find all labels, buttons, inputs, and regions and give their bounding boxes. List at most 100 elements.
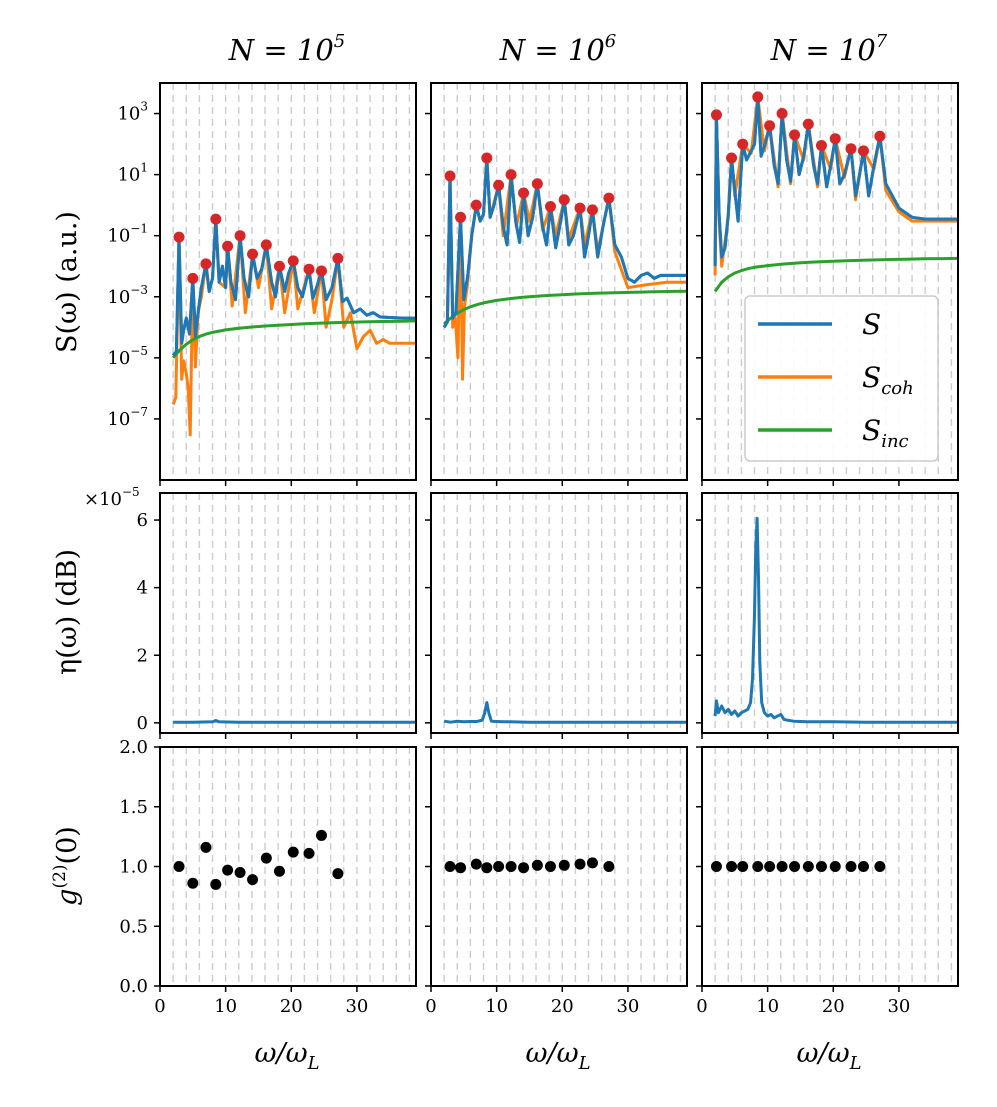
g2-point [531,859,543,871]
series-line-s-inc [171,319,417,359]
eta-panel-n1e7 [696,492,959,739]
peak-marker [726,152,738,164]
y-tick-label: 1.0 [119,857,148,878]
x-tick-label: 30 [887,996,910,1017]
peak-marker [303,263,315,275]
series-line-s [713,95,958,267]
series-line-s-inc [443,289,688,325]
xlabel-col2: ω/ωL [525,1038,590,1074]
y-tick-label: 1.5 [119,797,148,818]
peak-marker [558,194,570,206]
x-tick-label: 20 [822,996,845,1017]
peak-marker [200,258,212,270]
peak-marker [505,169,517,181]
xlabel-col3: ω/ωL [796,1038,861,1074]
peak-marker [234,230,246,242]
series-line-s-coh [713,95,958,276]
g2-panel-n1e7: 0 10 20 30 [696,746,959,1017]
column-title-n1e5: N = 105 [228,31,345,67]
peak-marker [481,152,493,164]
peak-marker [455,211,467,223]
peak-marker [260,239,272,251]
eta-offset-text: ×10−5 [84,485,140,510]
x-tick-label: 0 [154,996,165,1017]
g2-point [574,858,586,870]
peak-marker [764,120,776,132]
g2-point [234,866,246,878]
g2-point [710,861,722,872]
peak-marker [187,272,199,284]
g2-point [726,861,738,872]
column-title-n1e6: N = 106 [499,31,616,67]
x-tick-label: 0 [696,996,707,1017]
peak-marker [444,170,456,182]
peak-marker [315,265,327,277]
g2-point [789,861,801,872]
legend-label-s: S [862,308,881,341]
x-tick-label: 10 [756,996,779,1017]
g2-point [802,861,814,872]
series-line-s-top [442,156,687,329]
peak-marker [776,108,788,120]
column-title-n1e7: N = 107 [770,31,888,67]
g2-point [173,861,185,872]
peak-marker [586,204,598,216]
spectrum-panel-n1e5: 103 101 10−1 10−3 10−5 10−7 [107,82,417,486]
eta-panel-n1e5: 0 2 4 6 [137,492,417,739]
y-tick-label: 2 [137,645,148,666]
g2-point [287,846,299,858]
series-line-s-top [171,217,416,357]
g2-point [444,861,456,872]
series-line-η [443,701,687,724]
peak-marker [493,179,505,191]
peak-marker [829,133,841,145]
g2-point [544,861,556,872]
y-tick-label: 103 [117,100,148,125]
y-tick-label: 0.5 [119,916,148,937]
g2-point [332,868,344,880]
x-tick-label: 20 [280,996,303,1017]
peak-marker [710,109,722,121]
peak-marker [173,231,185,243]
axes-frame [159,492,417,734]
series-line-s-top [713,95,958,267]
legend-frame [744,295,939,462]
peak-marker [845,143,857,155]
legend-label-s-inc: Sinc [862,414,909,452]
y-tick-label: 10−5 [107,344,148,369]
peak-marker [857,145,869,157]
g2-point [518,862,530,874]
g2-point [874,861,886,872]
peak-marker [273,260,285,272]
g2-point [558,859,570,871]
g2-panel-n1e5: 0.0 0.5 1.0 1.5 2.0 0 10 20 30 [119,737,417,1017]
g2-point [315,829,327,841]
y-tick-label: 0 [137,713,148,734]
series-line-s [442,156,687,329]
peak-marker [802,118,814,130]
peak-marker [815,139,827,151]
peak-marker [874,130,886,142]
g2-point [586,857,598,869]
g2-point [455,862,467,874]
y-tick-label: 6 [137,510,148,531]
g2-point [737,861,749,872]
axes-frame [701,492,959,734]
ylabel-g2: g(2)(0) [50,826,83,906]
x-tick-label: 0 [425,996,436,1017]
peak-marker [789,129,801,141]
series-line-s-inc [713,256,959,293]
g2-point [845,861,857,872]
peak-marker [603,192,615,204]
g2-panel-n1e6: 0 10 20 30 [425,746,688,1017]
g2-point [187,877,199,889]
x-tick-label: 10 [485,996,508,1017]
peak-marker [332,252,344,264]
peak-marker [531,178,543,190]
g2-point [481,862,493,874]
spectrum-panel-n1e6 [425,82,688,486]
axes-frame [159,746,417,987]
peak-marker [518,187,530,199]
ylabel-spectrum: S(ω) (a.u.) [52,211,83,353]
peak-marker [470,199,482,211]
